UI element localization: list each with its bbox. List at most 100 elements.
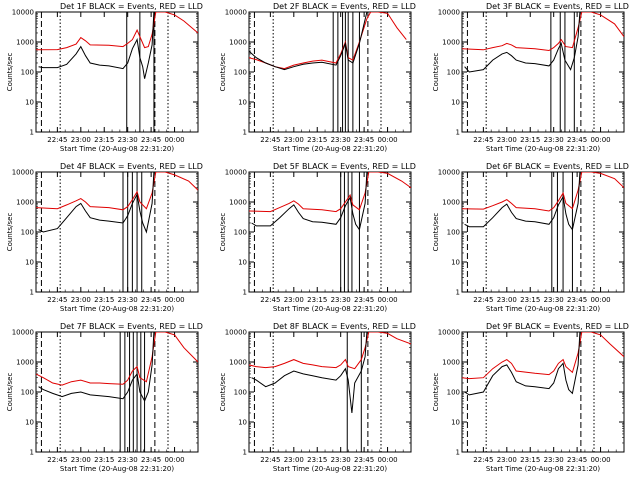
y-tick-label: 10: [451, 99, 460, 107]
y-axis-label: Counts/sec: [432, 53, 440, 92]
series-red-lld: [249, 172, 411, 213]
y-tick-label: 1: [243, 449, 247, 457]
series-red-lld: [36, 172, 198, 211]
plot-area: [462, 172, 624, 292]
x-tick-label: 00:00: [590, 456, 610, 464]
x-tick-label: 23:00: [284, 296, 304, 304]
x-axis-label: Start Time (20-Aug-08 22:31:20): [273, 465, 387, 473]
panel-6: Det 6F BLACK = Events, RED = LLD 1 10 100 10…: [432, 162, 629, 313]
x-tick-label: 23:30: [118, 136, 138, 144]
y-tick-label: 10: [25, 99, 34, 107]
y-tick-label: 100: [234, 389, 247, 397]
x-tick-label: 23:00: [71, 456, 91, 464]
y-axis-label: Counts/sec: [432, 213, 440, 252]
x-tick-label: 00:00: [377, 136, 397, 144]
y-tick-label: 100: [234, 69, 247, 77]
x-tick-label: 23:45: [354, 296, 374, 304]
y-tick-label: 1: [456, 129, 460, 137]
y-tick-label: 10000: [438, 9, 460, 17]
x-tick-label: 23:00: [497, 296, 517, 304]
x-tick-label: 00:00: [164, 456, 184, 464]
y-tick-label: 10: [238, 419, 247, 427]
y-tick-label: 10000: [12, 169, 34, 177]
y-tick-label: 1: [243, 129, 247, 137]
x-tick-label: 23:45: [354, 456, 374, 464]
series-red-lld: [249, 12, 407, 70]
x-tick-label: 00:00: [377, 456, 397, 464]
x-tick-label: 23:45: [141, 456, 161, 464]
panel-2: Det 2F BLACK = Events, RED = LLD 1 10 100 10…: [219, 2, 416, 153]
x-tick-label: 23:00: [71, 136, 91, 144]
series-red-lld: [36, 332, 198, 386]
x-tick-label: 00:00: [164, 296, 184, 304]
x-axis-label: Start Time (20-Aug-08 22:31:20): [60, 305, 174, 313]
x-tick-label: 22:45: [473, 136, 493, 144]
y-tick-label: 10000: [12, 9, 34, 17]
y-tick-label: 100: [447, 229, 460, 237]
x-tick-label: 23:45: [567, 456, 587, 464]
x-tick-label: 23:00: [284, 456, 304, 464]
x-tick-label: 23:30: [544, 456, 564, 464]
y-tick-label: 10000: [225, 169, 247, 177]
x-tick-label: 00:00: [377, 296, 397, 304]
x-tick-label: 22:45: [473, 296, 493, 304]
panel-1: Det 1F BLACK = Events, RED = LLD 1 10 100 10…: [6, 2, 203, 153]
series-red-lld: [462, 12, 624, 52]
panel-title: Det 1F BLACK = Events, RED = LLD: [60, 2, 203, 11]
x-tick-label: 23:30: [544, 296, 564, 304]
plot-area: [249, 172, 411, 292]
x-tick-label: 23:00: [284, 136, 304, 144]
y-tick-label: 1000: [16, 199, 34, 207]
panel-title: Det 9F BLACK = Events, RED = LLD: [486, 322, 629, 331]
series-red-lld: [462, 172, 624, 212]
y-tick-label: 100: [21, 229, 34, 237]
x-tick-label: 23:30: [331, 456, 351, 464]
x-tick-label: 23:15: [307, 456, 327, 464]
x-tick-label: 23:45: [567, 136, 587, 144]
plot-area: [36, 332, 198, 452]
x-tick-label: 22:45: [260, 296, 280, 304]
y-tick-label: 1: [30, 289, 34, 297]
panel-5: Det 5F BLACK = Events, RED = LLD 1 10 100 10…: [219, 162, 416, 313]
x-tick-label: 23:45: [567, 296, 587, 304]
y-tick-label: 10000: [438, 329, 460, 337]
x-tick-label: 23:30: [331, 296, 351, 304]
x-axis-label: Start Time (20-Aug-08 22:31:20): [273, 145, 387, 153]
series-black-events: [464, 172, 581, 231]
plot-area: [462, 332, 624, 452]
panel-7: Det 7F BLACK = Events, RED = LLD 1 10 100 10…: [6, 322, 203, 473]
panel-title: Det 6F BLACK = Events, RED = LLD: [486, 162, 629, 171]
y-tick-label: 10000: [12, 329, 34, 337]
x-tick-label: 22:45: [473, 456, 493, 464]
plot-area: [249, 332, 411, 452]
y-tick-label: 100: [447, 69, 460, 77]
y-tick-label: 10: [451, 259, 460, 267]
y-axis-label: Counts/sec: [6, 373, 14, 412]
series-black-events: [464, 12, 581, 73]
panel-title: Det 8F BLACK = Events, RED = LLD: [273, 322, 416, 331]
x-tick-label: 23:30: [118, 456, 138, 464]
series-black-events: [251, 332, 368, 414]
y-tick-label: 10: [238, 259, 247, 267]
x-axis-label: Start Time (20-Aug-08 22:31:20): [60, 145, 174, 153]
x-tick-label: 23:15: [520, 456, 540, 464]
x-tick-label: 23:45: [354, 136, 374, 144]
x-tick-label: 23:15: [307, 136, 327, 144]
series-black-events: [249, 12, 368, 71]
series-red-lld: [462, 332, 624, 380]
plot-area: [36, 172, 198, 292]
x-axis-label: Start Time (20-Aug-08 22:31:20): [60, 465, 174, 473]
y-tick-label: 1: [30, 129, 34, 137]
x-tick-label: 23:15: [94, 136, 114, 144]
x-tick-label: 23:45: [141, 136, 161, 144]
x-axis-label: Start Time (20-Aug-08 22:31:20): [273, 305, 387, 313]
series-black-events: [38, 172, 155, 234]
series-red-lld: [249, 332, 411, 370]
panel-title: Det 5F BLACK = Events, RED = LLD: [273, 162, 416, 171]
panel-8: Det 8F BLACK = Events, RED = LLD 1 10 100 10…: [219, 322, 416, 473]
y-axis-label: Counts/sec: [6, 53, 14, 92]
x-tick-label: 22:45: [260, 456, 280, 464]
x-tick-label: 22:45: [47, 296, 67, 304]
